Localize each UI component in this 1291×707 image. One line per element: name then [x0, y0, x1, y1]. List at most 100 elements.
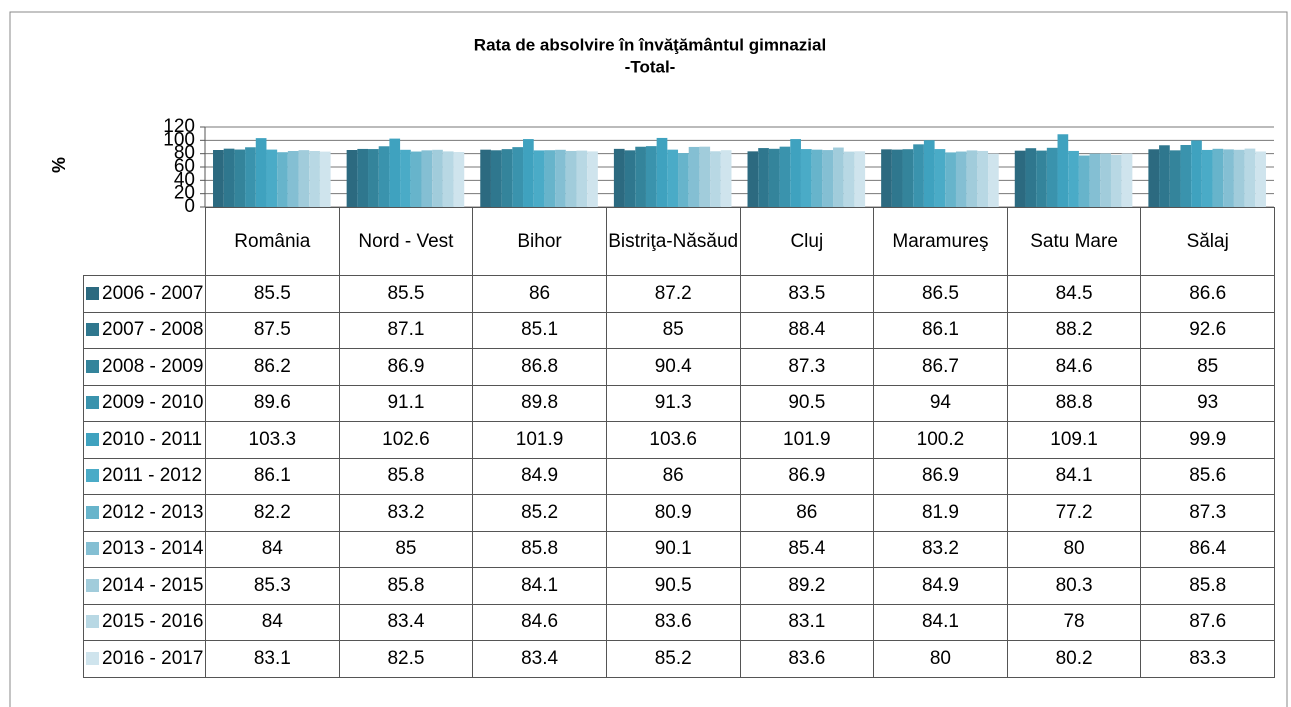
y-tick-label: 80: [174, 143, 195, 164]
table-value: 101.9: [472, 421, 607, 459]
table-value: 80: [873, 640, 1008, 678]
table-value: 85.8: [338, 457, 474, 495]
legend-swatch: [86, 505, 99, 519]
table-value: 86.9: [739, 457, 875, 495]
bar: [1046, 147, 1058, 207]
table-value: 82.2: [205, 494, 340, 532]
bar: [490, 150, 502, 207]
bar: [720, 150, 732, 207]
legend-label: 2011 - 2012: [102, 465, 203, 487]
y-tick-label: 0: [184, 196, 195, 217]
x-tick-label: Nord - Vest: [338, 207, 474, 276]
bar: [277, 152, 288, 207]
legend-cell: 2008 - 2009: [83, 348, 206, 386]
table-value: 83.5: [739, 275, 875, 313]
table-value: 86: [739, 494, 875, 532]
table-value: 78: [1006, 603, 1142, 641]
table-value: 103.3: [205, 421, 340, 459]
bar: [613, 148, 625, 207]
bar: [533, 150, 545, 207]
bar: [442, 151, 454, 207]
bar: [1223, 149, 1234, 207]
y-axis-label: %: [49, 157, 69, 173]
table-value: 84.6: [1006, 348, 1142, 386]
x-tick-label: Bihor: [472, 207, 607, 276]
table-value: 87.2: [605, 275, 741, 313]
bar: [512, 147, 524, 207]
bar: [501, 149, 513, 207]
bar: [667, 149, 679, 207]
bar: [955, 151, 967, 207]
bar: [1110, 155, 1122, 207]
table-value: 80.3: [1006, 567, 1142, 605]
bar: [747, 151, 759, 207]
legend-swatch: [86, 578, 99, 592]
table-value: 85.3: [205, 567, 340, 605]
table-value: 84: [205, 603, 340, 641]
y-tick-label: 120: [163, 116, 195, 137]
table-value: 83.2: [338, 494, 474, 532]
x-tick-label: Cluj: [739, 207, 875, 276]
bar: [410, 151, 422, 207]
table-value: 100.2: [873, 421, 1008, 459]
bar: [624, 150, 636, 207]
table-value: 90.4: [605, 348, 741, 386]
legend-swatch: [86, 286, 99, 300]
bar: [587, 151, 598, 207]
bar: [966, 150, 978, 207]
table-value: 87.3: [739, 348, 875, 386]
bar: [480, 149, 491, 207]
table-value: 84.1: [1006, 457, 1142, 495]
table-value: 84.6: [472, 603, 607, 641]
table-value: 85.8: [338, 567, 474, 605]
table-value: 81.9: [873, 494, 1008, 532]
bar: [1036, 150, 1047, 207]
bar: [319, 151, 331, 207]
table-value: 86.4: [1140, 530, 1275, 568]
table-value: 88.2: [1006, 311, 1142, 349]
table-value: 83.1: [739, 603, 875, 641]
legend-swatch: [86, 432, 99, 446]
table-value: 87.1: [338, 311, 474, 349]
legend-swatch: [86, 542, 99, 556]
table-value: 90.5: [605, 567, 741, 605]
bar: [891, 149, 903, 207]
x-tick-label: Bistriţa-Năsăud: [605, 207, 741, 276]
bar: [779, 146, 791, 207]
table-value: 83.4: [472, 640, 607, 678]
legend-label: 2007 - 2008: [102, 319, 204, 341]
bar: [1100, 153, 1111, 207]
legend-swatch: [86, 651, 99, 665]
bar: [368, 149, 379, 207]
table-value: 80.2: [1006, 640, 1142, 678]
bar: [1159, 145, 1170, 207]
legend-swatch: [86, 323, 99, 337]
legend-cell: 2015 - 2016: [83, 603, 206, 641]
bar: [298, 150, 310, 207]
table-value: 86.2: [205, 348, 340, 386]
bar: [1068, 150, 1079, 207]
bar: [555, 149, 566, 207]
bar: [544, 150, 556, 207]
bar: [400, 149, 411, 207]
bar: [1191, 140, 1202, 207]
bar: [432, 149, 443, 207]
bar: [389, 138, 401, 207]
table-value: 86.6: [1140, 275, 1275, 313]
legend-cell: 2011 - 2012: [83, 457, 206, 495]
table-value: 83.6: [739, 640, 875, 678]
bar: [645, 146, 657, 207]
bar: [1148, 149, 1160, 207]
legend-cell: 2013 - 2014: [83, 530, 206, 568]
legend-label: 2006 - 2007: [102, 282, 204, 304]
legend-label: 2008 - 2009: [102, 355, 204, 377]
table-value: 85.8: [472, 530, 607, 568]
bar: [988, 153, 999, 207]
bar: [945, 152, 956, 207]
y-tick-label: 20: [174, 183, 195, 204]
chart-subtitle: -Total-: [625, 57, 676, 76]
table-value: 83.4: [338, 603, 474, 641]
chart-frame: [9, 11, 1288, 707]
bar: [635, 146, 646, 207]
